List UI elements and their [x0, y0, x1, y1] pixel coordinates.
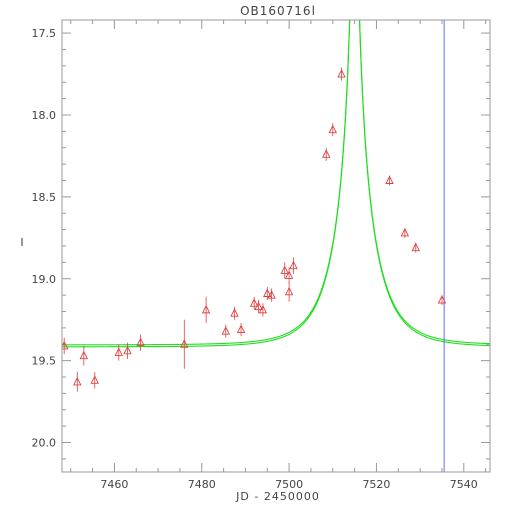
y-axis-ticks: 17.5 18.0 18.5 19.0 19.5 20.0 — [32, 27, 490, 460]
y-tick-label: 19.5 — [32, 355, 57, 368]
x-tick-label: 7460 — [100, 478, 128, 491]
data-point — [90, 375, 99, 384]
model-curve-band — [62, 20, 490, 348]
data-point — [258, 304, 268, 314]
data-point — [230, 308, 239, 317]
y-tick-label: 17.5 — [32, 27, 57, 40]
data-point — [123, 345, 132, 355]
x-tick-label: 7480 — [188, 478, 216, 491]
data-point — [284, 286, 294, 296]
plot-area — [62, 20, 490, 472]
data-point — [114, 347, 124, 356]
data-point — [280, 265, 289, 275]
model-curve — [62, 20, 490, 346]
data-point — [136, 337, 145, 347]
data-point — [289, 260, 298, 270]
y-tick-label: 19.0 — [32, 273, 57, 286]
x-axis-ticks: 7460 7480 7500 7520 7540 — [70, 20, 487, 491]
data-point — [267, 290, 276, 299]
data-point — [411, 242, 420, 252]
data-point — [180, 339, 189, 348]
data-point — [400, 227, 410, 237]
data-point — [328, 124, 338, 134]
data-point — [437, 295, 447, 304]
data-point — [73, 376, 82, 386]
data-point — [79, 350, 89, 360]
y-tick-label: 20.0 — [32, 437, 57, 450]
data-point — [201, 304, 211, 314]
y-axis-label: I — [20, 236, 23, 249]
data-point — [385, 175, 394, 184]
chart-title: OB160716l — [240, 4, 316, 18]
data-point — [221, 326, 231, 335]
x-tick-label: 7520 — [362, 478, 390, 491]
data-point — [321, 149, 331, 158]
x-tick-label: 7500 — [275, 478, 303, 491]
data-point — [263, 288, 272, 297]
data-point — [337, 69, 346, 78]
data-point — [249, 298, 259, 307]
y-tick-label: 18.5 — [32, 191, 57, 204]
data-point — [236, 324, 246, 333]
y-tick-label: 18.0 — [32, 109, 57, 122]
data-point — [254, 301, 263, 311]
x-axis-label: JD - 2450000 — [235, 490, 320, 503]
plot-frame — [61, 19, 491, 473]
x-tick-label: 7540 — [450, 478, 478, 491]
data-point — [284, 270, 294, 279]
